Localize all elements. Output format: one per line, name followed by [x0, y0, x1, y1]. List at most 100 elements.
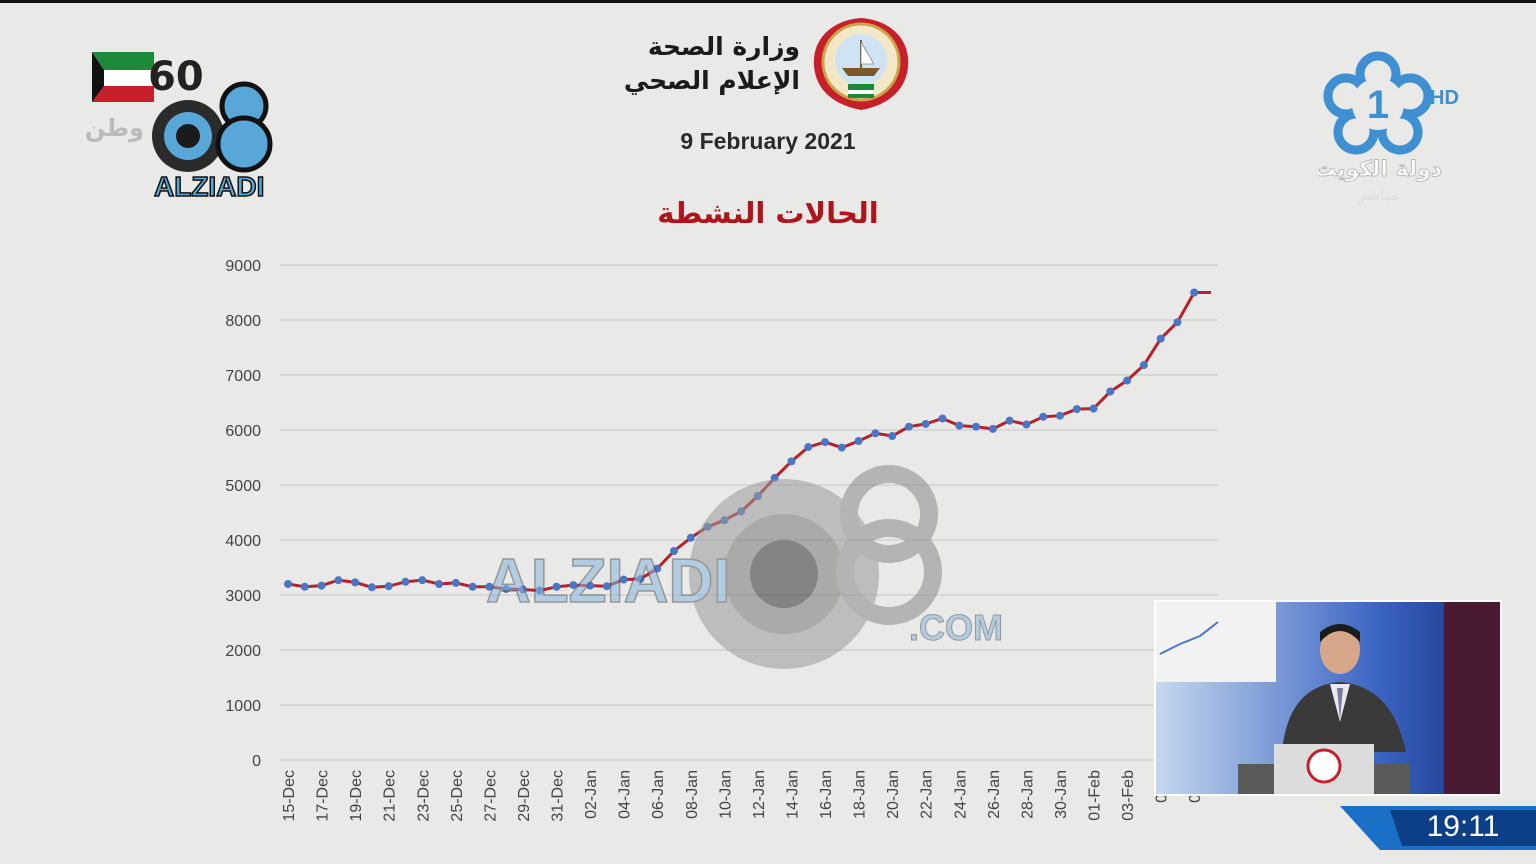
ktv1-logo: 1 HD دولة الكويت مباشر: [1313, 40, 1468, 210]
data-point: [1005, 416, 1014, 425]
data-point: [1106, 387, 1115, 396]
data-point: [821, 438, 830, 447]
data-point: [418, 576, 427, 585]
data-point: [921, 419, 930, 428]
y-tick-label: 0: [252, 753, 261, 770]
x-tick-label: 20-Jan: [885, 770, 902, 819]
y-tick-label: 1000: [225, 698, 261, 715]
x-tick-label: 08-Jan: [684, 770, 701, 819]
y-tick-label: 8000: [225, 313, 261, 330]
x-tick-label: 10-Jan: [717, 770, 734, 819]
x-tick-label: 15-Dec: [281, 770, 298, 822]
ministry-department: الإعلام الصحي: [623, 66, 800, 95]
data-point: [569, 581, 578, 590]
data-point: [317, 581, 326, 590]
data-point: [1055, 411, 1064, 420]
data-point: [1190, 288, 1199, 297]
data-point: [451, 578, 460, 587]
data-point: [854, 437, 863, 445]
ministry-header: وزارة الصحة الإعلام الصحي: [560, 30, 800, 98]
x-tick-label: 16-Jan: [818, 770, 835, 819]
x-tick-label: 31-Dec: [550, 770, 567, 822]
data-point: [888, 432, 897, 441]
data-point: [552, 582, 561, 591]
data-point: [602, 582, 611, 591]
data-point: [300, 582, 309, 591]
data-point: [787, 457, 796, 466]
x-tick-label: 18-Jan: [852, 770, 869, 819]
y-tick-label: 6000: [225, 423, 261, 440]
live-label: مباشر: [1357, 185, 1399, 205]
x-tick-label: 17-Dec: [315, 770, 332, 822]
x-tick-label: 25-Dec: [449, 770, 466, 822]
data-point: [669, 547, 678, 555]
x-tick-label: 30-Jan: [1053, 770, 1070, 819]
data-point: [1123, 376, 1132, 385]
data-point: [535, 586, 544, 595]
data-point: [1156, 334, 1165, 343]
data-point: [1139, 361, 1148, 370]
watermark-brand: ALZIADI: [486, 547, 731, 616]
x-tick-label: 24-Jan: [952, 770, 969, 819]
x-tick-label: 21-Dec: [382, 770, 399, 822]
y-tick-label: 4000: [225, 533, 261, 550]
y-tick-label: 3000: [225, 588, 261, 605]
tagline-text: وطن: [85, 114, 144, 142]
data-point: [1089, 404, 1098, 413]
y-tick-label: 7000: [225, 368, 261, 385]
x-tick-label: 26-Jan: [986, 770, 1003, 819]
x-tick-label: 01-Feb: [1087, 770, 1104, 821]
y-tick-label: 5000: [225, 478, 261, 495]
data-point: [284, 580, 292, 588]
kuwait-flag-icon: [92, 52, 154, 102]
data-point: [988, 424, 997, 433]
top-border: [0, 0, 1536, 3]
x-tick-label: 22-Jan: [919, 770, 936, 819]
data-point: [435, 580, 444, 588]
data-point: [619, 575, 628, 584]
x-tick-label: 03-Feb: [1120, 770, 1137, 821]
presenter-video-inset: [1154, 600, 1502, 796]
data-point: [972, 422, 981, 431]
kuwait-emblem-icon: [808, 14, 914, 114]
data-point: [384, 582, 393, 591]
alziadi-q8-logo: 60 وطن ALZIADI: [84, 44, 284, 204]
x-tick-label: 23-Dec: [415, 770, 432, 822]
watermark-suffix: .COM: [909, 607, 1003, 648]
data-point: [686, 533, 695, 542]
anniversary-number: 60: [148, 54, 204, 100]
data-point: [653, 564, 662, 573]
report-date: 9 February 2021: [680, 128, 856, 154]
data-point: [837, 443, 846, 452]
data-point: [468, 582, 477, 591]
y-tick-label: 9000: [225, 258, 261, 275]
x-tick-label: 02-Jan: [583, 770, 600, 819]
data-point: [401, 577, 410, 586]
channel-name: دولة الكويت: [1318, 157, 1442, 182]
data-point: [955, 421, 964, 430]
hd-badge: HD: [1430, 87, 1459, 109]
x-tick-label: 29-Dec: [516, 770, 533, 822]
x-tick-label: 14-Jan: [784, 770, 801, 819]
q8-camera-watermark-icon: [689, 465, 942, 669]
alziadi-watermark: ALZIADI .COM: [484, 462, 1014, 682]
chart-title: الحالات النشطة: [657, 196, 879, 230]
data-point: [804, 443, 813, 452]
data-point: [518, 585, 527, 594]
data-point: [871, 429, 880, 438]
y-tick-label: 2000: [225, 643, 261, 660]
data-point: [351, 578, 360, 587]
x-tick-label: 19-Dec: [348, 770, 365, 822]
data-point: [1072, 405, 1081, 414]
x-tick-label: 04-Jan: [617, 770, 634, 819]
data-point: [334, 576, 343, 585]
data-point: [1039, 412, 1048, 421]
clock-time: 19:11: [1426, 810, 1500, 843]
x-tick-label: 27-Dec: [482, 770, 499, 822]
x-tick-label: 06-Jan: [650, 770, 667, 819]
data-point: [636, 575, 645, 584]
x-tick-label: 28-Jan: [1019, 770, 1036, 819]
data-point: [367, 583, 376, 592]
data-point: [586, 581, 595, 590]
